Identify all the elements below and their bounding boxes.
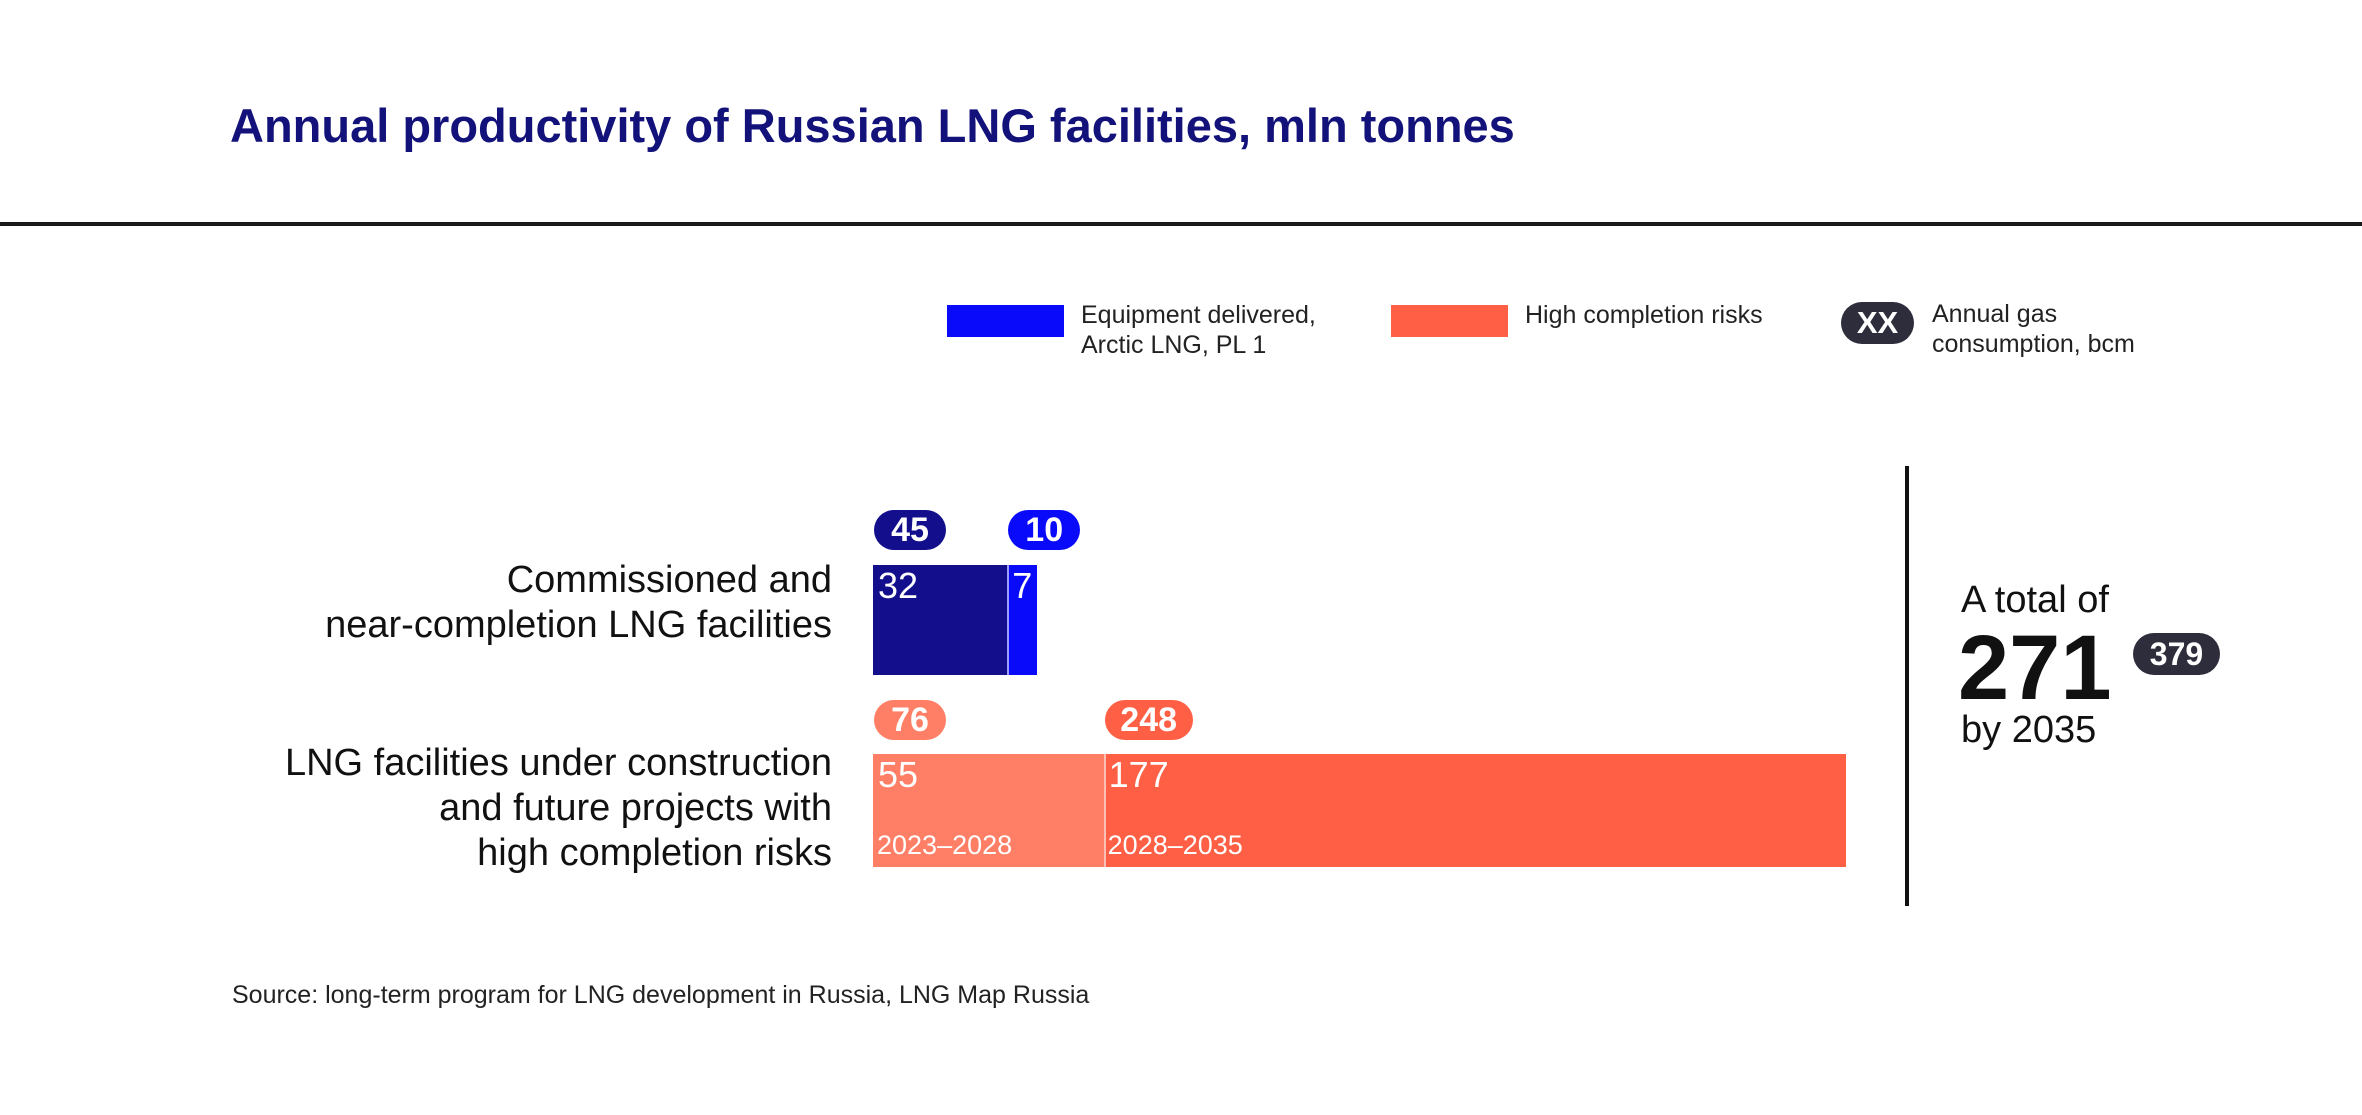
gas-pill-row2-seg2: 248 (1104, 700, 1193, 740)
gas-pill-row1-seg1: 45 (874, 510, 946, 550)
total-suffix: by 2035 (1961, 709, 2097, 751)
total-value: 271 (1958, 617, 2112, 719)
legend-swatch-high-risk (1391, 305, 1508, 337)
bar-row2-seg2 (1103, 754, 1846, 867)
bar-row1-seg2 (1007, 565, 1037, 675)
category-label-commissioned: Commissioned and near-completion LNG fac… (325, 559, 832, 646)
title-divider (0, 222, 2362, 226)
gas-pill-row1-seg2: 10 (1008, 510, 1081, 550)
bar-value-row1-seg1: 32 (878, 565, 919, 606)
legend-label-gas: Annual gas consumption, bcm (1932, 300, 2135, 358)
legend-label-high-risk: High completion risks (1525, 301, 1763, 329)
legend-label-equipment: Equipment delivered, Arctic LNG, PL 1 (1081, 301, 1316, 359)
total-prefix: A total of (1961, 579, 2109, 621)
legend-pill-gas: XX (1841, 302, 1914, 344)
bar-row2-seg1 (873, 754, 1104, 867)
bar-value-row1-seg2: 7 (1012, 565, 1033, 606)
bar-row1-seg1 (873, 565, 1008, 675)
total-divider (1905, 466, 1909, 906)
bar-period-row2-seg2: 2028–2035 (1107, 830, 1243, 860)
bar-period-row2-seg1: 2023–2028 (877, 830, 1013, 860)
category-label-under-construction: LNG facilities under construction and fu… (284, 742, 832, 874)
total-gas-pill: 379 (2133, 633, 2220, 675)
legend-swatch-equipment (947, 305, 1064, 337)
gas-pill-row2-seg1: 76 (874, 700, 946, 740)
bar-value-row2-seg1: 55 (878, 754, 919, 795)
source-note: Source: long-term program for LNG develo… (232, 981, 1090, 1009)
bar-value-row2-seg2: 177 (1108, 754, 1169, 795)
chart-title: Annual productivity of Russian LNG facil… (230, 99, 1515, 152)
